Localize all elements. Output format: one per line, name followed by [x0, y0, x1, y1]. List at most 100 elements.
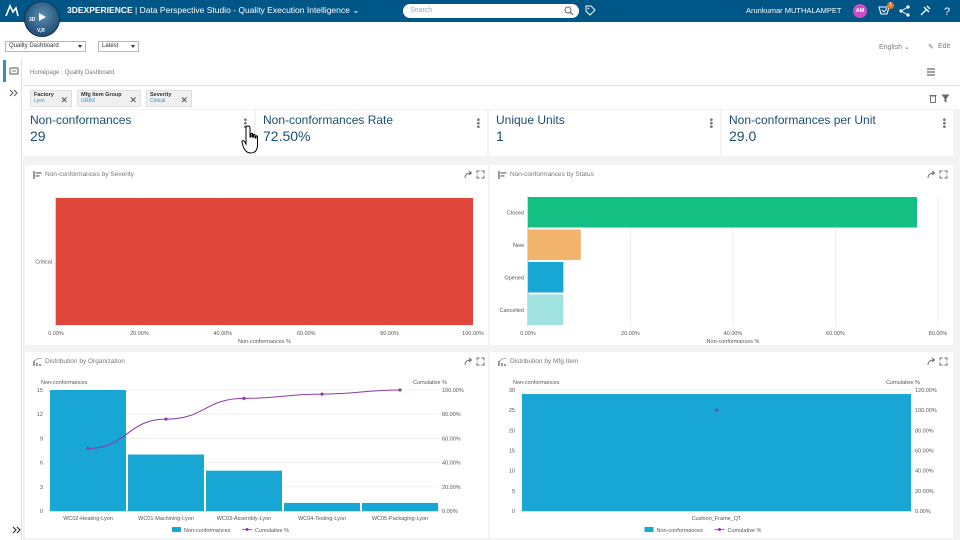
y-axis-title: Non-conformances: [513, 380, 560, 386]
bar: [206, 470, 282, 511]
dashboard-select[interactable]: Quality Dashboard: [5, 41, 86, 52]
notification-badge: 1: [887, 2, 894, 9]
app-name: Data Perspective Studio - Quality Execut…: [139, 5, 350, 15]
bar: [528, 229, 581, 260]
more-options-icon[interactable]: •••: [938, 118, 949, 129]
left-sidebar: [0, 59, 22, 540]
divider: [23, 85, 960, 86]
x-tick-label: WC03-Assembly-Lyon: [217, 516, 272, 522]
bar: [528, 197, 917, 228]
x-tick-label: 20.00%: [130, 331, 149, 337]
filter-bar: [23, 86, 960, 109]
breadcrumb-current[interactable]: Quality Dashboard: [64, 70, 115, 76]
hand-cursor-icon: [241, 125, 258, 154]
bar: [56, 198, 473, 325]
category-label: Opened: [504, 275, 524, 281]
home-cloud-icon[interactable]: [9, 66, 19, 75]
edit-button[interactable]: ✎ Edit: [928, 43, 951, 51]
filter-chip-severity[interactable]: Severity Critical ✕: [146, 90, 192, 107]
maximize-icon[interactable]: [476, 170, 485, 179]
share-arrow-icon[interactable]: [927, 170, 936, 179]
x-tick-label: 40.00%: [724, 331, 743, 337]
chart-title: Distribution by Mfg Item: [510, 358, 579, 365]
y2-tick-label: 40.00%: [442, 461, 461, 467]
y2-tick-label: 60.00%: [442, 436, 461, 442]
top-bar: 3DEXPERIENCE | Data Perspective Studio -…: [0, 0, 960, 22]
edit-label: Edit: [938, 43, 951, 50]
expand-sidebar-icon[interactable]: [12, 526, 22, 534]
filter-value: Critical: [150, 98, 166, 104]
y-tick-label: 5: [512, 489, 515, 495]
kpi-title: Non-conformances Rate: [263, 113, 394, 127]
filter-chip-factory[interactable]: Factory Lyon ✕: [30, 90, 72, 107]
cumulative-point: [164, 417, 168, 421]
compass-icon[interactable]: 3D V,R: [24, 1, 60, 37]
y-tick-label: 15: [37, 388, 43, 394]
chart-panel-severity: Non-conformances by Severity 0.00% 20.00%…: [25, 165, 488, 345]
severity-bar-chart: 0.00% 20.00% 40.00% 60.00% 80.00% 100.00% Crit…: [35, 197, 484, 345]
close-icon[interactable]: ✕: [180, 95, 188, 105]
filter-key: Mfg Item Group: [81, 92, 122, 98]
y2-tick-label: 20.00%: [442, 485, 461, 491]
x-tick-label: 80.00%: [380, 331, 399, 337]
y-tick-label: 10: [509, 469, 515, 475]
help-icon[interactable]: ?: [940, 4, 954, 18]
y2-tick-label: 100.00%: [915, 408, 937, 414]
filter-icon[interactable]: [941, 94, 950, 103]
x-tick-label: WC05-Packaging-Lyon: [372, 516, 428, 522]
svg-text:?: ?: [944, 6, 950, 18]
cumulative-point: [398, 388, 402, 392]
tag-icon[interactable]: [585, 5, 596, 16]
breadcrumb-home[interactable]: Homepage: [30, 70, 60, 76]
maximize-icon[interactable]: [939, 170, 948, 179]
filter-panel-icon[interactable]: [9, 89, 19, 97]
edit-icon: ✎: [928, 44, 934, 51]
filter-key: Severity: [150, 92, 172, 98]
y-tick-label: 9: [40, 436, 43, 442]
filter-value: Lyon: [34, 98, 45, 104]
menu-icon[interactable]: [927, 68, 935, 76]
bar: [128, 454, 204, 511]
y-axis-title: Non-conformances: [41, 380, 88, 386]
filter-chip-mfg-item-group[interactable]: Mfg Item Group GRBX ✕: [77, 90, 141, 107]
legend-label: Cumulative %: [728, 528, 762, 534]
play-icon: [39, 13, 46, 21]
kpi-value: 1: [496, 128, 504, 144]
avatar[interactable]: AM: [853, 4, 867, 18]
app-title[interactable]: 3DEXPERIENCE | Data Perspective Studio -…: [67, 5, 360, 15]
trash-icon[interactable]: [929, 94, 937, 103]
3ds-logo-icon[interactable]: [4, 3, 20, 19]
notifications-icon[interactable]: [877, 4, 891, 18]
page-header: [23, 59, 960, 86]
maximize-icon[interactable]: [476, 357, 485, 366]
bar: [522, 394, 911, 511]
maximize-icon[interactable]: [939, 357, 948, 366]
x-tick-label: WC02-Heating-Lyon: [63, 516, 113, 522]
legend-swatch-bar: [644, 527, 654, 532]
search-icon[interactable]: [564, 6, 574, 16]
mfg-item-pareto-chart: Non-conformances Cumulative % 0 5 10 15 20 25 30…: [509, 380, 937, 534]
y-tick-label: 30: [509, 388, 515, 394]
share-arrow-icon[interactable]: [464, 357, 473, 366]
x-tick-label: 40.00%: [213, 331, 232, 337]
bar: [284, 502, 360, 511]
kpi-title: Non-conformances: [30, 113, 132, 127]
more-options-icon[interactable]: •••: [472, 118, 483, 129]
close-icon[interactable]: ✕: [60, 95, 68, 105]
more-options-icon[interactable]: •••: [705, 118, 716, 129]
tools-icon[interactable]: [918, 4, 932, 18]
search-input[interactable]: Search: [403, 4, 579, 18]
x-tick-label: 60.00%: [826, 331, 845, 337]
language-label: English: [879, 44, 902, 51]
share-icon[interactable]: [898, 4, 912, 18]
user-name[interactable]: Arunkumar MUTHALAMPET: [746, 6, 842, 15]
chevron-down-icon: [78, 45, 82, 48]
version-select[interactable]: Latest: [98, 41, 139, 52]
organization-pareto-chart: Non-conformances Cumulative % 0 3 6 9 12 15 0.00…: [37, 380, 464, 534]
kpi-title: Non-conformances per Unit: [729, 113, 876, 127]
close-icon[interactable]: ✕: [129, 95, 137, 105]
more-options-icon[interactable]: •••: [239, 118, 250, 129]
language-menu[interactable]: English ⌄: [879, 44, 910, 51]
share-arrow-icon[interactable]: [927, 357, 936, 366]
share-arrow-icon[interactable]: [464, 170, 473, 179]
